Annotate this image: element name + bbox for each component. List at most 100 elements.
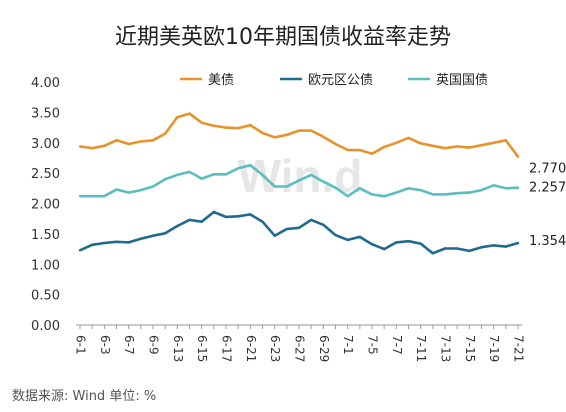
- data-point: [297, 129, 301, 132]
- data-point: [273, 234, 276, 237]
- data-point: [419, 188, 422, 192]
- legend-label: 美债: [208, 73, 234, 88]
- data-point: [273, 185, 276, 188]
- data-point: [127, 142, 130, 146]
- data-point: [431, 193, 435, 196]
- data-point: [322, 180, 325, 183]
- data-point: [455, 145, 459, 148]
- data-point: [419, 242, 422, 245]
- x-tick-label: 6-17: [220, 335, 234, 362]
- data-point: [212, 173, 216, 176]
- data-point: [382, 247, 386, 251]
- data-point: [346, 238, 349, 242]
- data-point: [236, 167, 240, 170]
- data-point: [370, 152, 374, 155]
- data-point: [480, 143, 483, 147]
- data-point: [176, 116, 179, 119]
- x-tick-label: 7-21: [512, 335, 526, 362]
- data-point: [115, 188, 118, 191]
- data-point: [261, 131, 264, 135]
- x-tick-label: 6-27: [293, 335, 307, 362]
- data-point: [468, 191, 471, 194]
- x-tick-label: 6-13: [171, 335, 185, 362]
- data-point: [90, 195, 94, 198]
- x-tick-label: 7-19: [487, 335, 501, 362]
- data-point: [431, 252, 435, 255]
- chart-title: 近期美英欧10年期国债收益率走势: [115, 25, 451, 50]
- data-point: [358, 235, 362, 239]
- y-tick-label: 2.50: [31, 167, 60, 182]
- data-point: [395, 141, 398, 144]
- data-point: [249, 213, 252, 216]
- data-point: [249, 164, 252, 167]
- y-tick-label: 1.00: [31, 258, 60, 273]
- data-point: [309, 173, 313, 177]
- y-tick-label: 0.50: [31, 289, 60, 304]
- data-point: [212, 210, 216, 214]
- data-point: [249, 123, 252, 127]
- data-point: [395, 241, 398, 244]
- data-point: [139, 237, 143, 240]
- data-point: [358, 148, 362, 152]
- legend-label: 欧元区公债: [308, 73, 373, 88]
- data-point: [151, 185, 155, 188]
- x-tick-label: 6-21: [244, 335, 258, 362]
- data-point: [443, 247, 447, 250]
- data-point: [285, 227, 289, 231]
- x-tick-label: 7-5: [366, 335, 380, 355]
- data-point: [334, 186, 337, 189]
- data-point: [443, 193, 447, 196]
- data-point: [322, 223, 325, 226]
- x-tick-label: 6-29: [317, 335, 331, 362]
- data-point: [322, 135, 325, 138]
- data-point: [163, 232, 167, 235]
- data-point: [176, 173, 179, 177]
- data-point: [236, 126, 240, 130]
- data-point: [200, 177, 203, 180]
- data-point: [297, 179, 301, 182]
- data-point: [443, 147, 447, 150]
- data-point: [334, 233, 337, 237]
- x-tick-label: 7-11: [414, 335, 428, 362]
- data-point: [224, 126, 228, 129]
- data-point: [188, 170, 191, 174]
- x-tick-label: 7-13: [439, 335, 453, 362]
- y-axis: 0.00 0.50 1.00 1.50 2.00 2.50 3.00 3.50 4.00: [31, 76, 60, 334]
- data-point: [504, 187, 508, 190]
- x-tick-label: 6-3: [98, 335, 112, 355]
- end-labels: 2.7700 1.3547 2.2579: [529, 162, 566, 249]
- data-point: [516, 155, 520, 158]
- data-point: [285, 133, 289, 137]
- data-point: [163, 178, 167, 181]
- data-point: [492, 184, 495, 187]
- data-point: [139, 140, 143, 143]
- data-point: [334, 142, 337, 146]
- data-point: [395, 191, 398, 194]
- data-point: [115, 240, 118, 243]
- data-point: [90, 147, 94, 150]
- data-point: [78, 145, 82, 148]
- data-point: [139, 188, 143, 192]
- data-point: [431, 144, 435, 147]
- data-point: [419, 142, 422, 145]
- data-point: [103, 241, 106, 245]
- data-point: [468, 249, 471, 253]
- data-point: [127, 191, 130, 194]
- x-tick-label: 6-1: [74, 335, 88, 355]
- data-point: [103, 144, 106, 147]
- data-point: [224, 173, 228, 176]
- data-point: [236, 215, 240, 218]
- legend-label: 英国国债: [436, 73, 488, 88]
- y-tick-label: 2.00: [31, 198, 60, 213]
- y-tick-label: 0.00: [31, 319, 60, 334]
- data-point: [455, 247, 459, 250]
- data-point: [176, 224, 179, 228]
- source-note: 数据来源: Wind 单位: %: [12, 389, 156, 404]
- data-point: [346, 148, 349, 152]
- plot-area: [78, 112, 520, 255]
- data-point: [455, 191, 459, 195]
- data-point: [382, 195, 386, 198]
- data-point: [224, 215, 228, 219]
- data-point: [285, 185, 289, 188]
- data-point: [346, 195, 349, 198]
